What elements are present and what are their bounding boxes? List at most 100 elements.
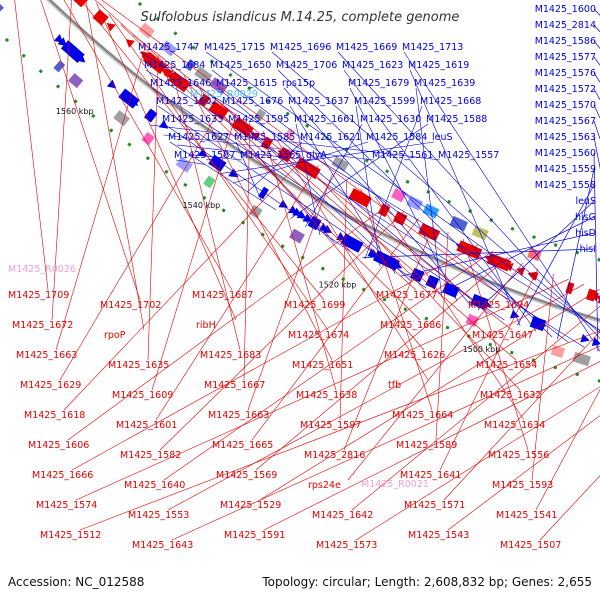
gene-label: M1425_1633 — [162, 114, 223, 125]
leader-line — [263, 131, 337, 391]
forward-arrow — [53, 34, 64, 44]
leader-line — [14, 0, 49, 291]
rna-label-reverse-2: M1425_R0021 — [361, 479, 429, 490]
gene-label: M1425_1654 — [476, 360, 537, 371]
gene-label: M1425_1559 — [535, 164, 596, 175]
gene-label: M1425_1646 — [150, 78, 211, 89]
forward-arrow — [197, 148, 208, 157]
leader-line — [147, 55, 159, 361]
reverse-gene — [73, 0, 88, 8]
leader-line — [145, 69, 585, 348]
leader-line — [59, 103, 224, 381]
forward-arrow — [536, 319, 547, 329]
leader-line — [80, 0, 325, 301]
gene-label: M1425_1541 — [496, 510, 557, 521]
gene-label: M1425_1715 — [204, 42, 265, 53]
gene-label: M1425_1672 — [12, 320, 73, 331]
leader-line — [355, 105, 381, 267]
accession-label: Accession: NC_012588 — [8, 575, 144, 589]
leader-line — [167, 284, 585, 511]
reverse-arrow — [484, 255, 494, 264]
leader-line — [462, 238, 529, 451]
leader-line — [94, 0, 417, 291]
forward-arrow — [302, 213, 313, 222]
leader-line — [443, 331, 600, 501]
cog-reverse-block — [254, 108, 267, 122]
gene-label: M1425_1679 — [348, 78, 409, 89]
summary-label: Topology: circular; Length: 2,608,832 bp… — [261, 575, 592, 589]
gene-label: M1425_1683 — [200, 350, 261, 361]
leader-line — [40, 0, 141, 301]
leader-line — [255, 256, 508, 471]
gene-label: M1425_2816 — [304, 450, 365, 461]
leader-line — [177, 144, 309, 161]
gene-label: M1425_1643 — [132, 540, 193, 551]
leader-line — [283, 87, 474, 308]
forward-arrow — [278, 199, 288, 208]
leader-line — [364, 105, 423, 260]
leader-line — [183, 75, 333, 361]
leader-line — [374, 196, 525, 421]
leader-line — [438, 216, 595, 294]
gene-label: M1425_1571 — [404, 500, 465, 511]
gene-label: M1425_1619 — [408, 60, 469, 71]
forward-gene — [258, 186, 269, 200]
leader-line — [63, 0, 233, 291]
leader-line — [243, 122, 251, 381]
gene-label: rps24e — [308, 480, 341, 491]
gene-label: M1425_1650 — [210, 60, 271, 71]
gene-label: M1425_1599 — [354, 96, 415, 107]
gene-label: M1425_1574 — [36, 500, 97, 511]
gene-label: hisI — [580, 244, 596, 255]
gene-label: M1425_1641 — [400, 470, 461, 481]
leader-line — [290, 123, 429, 219]
leader-line — [67, 203, 390, 441]
cog-forward-block — [141, 131, 155, 146]
gene-label: M1425_1597 — [300, 420, 361, 431]
leader-line — [211, 69, 569, 343]
gene-label: M1425_1591 — [224, 530, 285, 541]
leader-line — [139, 51, 600, 331]
gene-label: M1425_1642 — [312, 510, 373, 521]
tick-label: 1520 kbp — [319, 281, 357, 290]
tick-label: 1540 kbp — [183, 201, 221, 210]
rna-label-forward: M1425_R0029 — [190, 89, 258, 100]
gene-label: M1425_1606 — [28, 440, 89, 451]
gene-label: M1425_1651 — [292, 360, 353, 371]
gene-label: M1425_1663 — [16, 350, 77, 361]
leader-line — [159, 211, 405, 451]
leader-line — [403, 51, 600, 352]
gene-label: M1425_1618 — [24, 410, 85, 421]
gene-label: M1425_1702 — [100, 300, 161, 311]
reverse-gene — [260, 136, 274, 150]
gene-labels: M1425_1600 M1425_2814 M1425_1586 M1425_1577… — [8, 4, 596, 551]
leader-line — [477, 200, 595, 311]
gene-label: M1425_1709 — [8, 290, 69, 301]
gene-label: M1425_1543 — [408, 530, 469, 541]
tick-label: 1500 kbp — [463, 345, 501, 354]
gene-label: M1425_1627 — [168, 132, 229, 143]
leader-line — [169, 141, 277, 211]
reverse-gene — [418, 223, 441, 242]
rna-label-reverse: M1425_R0026 — [8, 264, 76, 275]
cog-forward-block — [0, 3, 4, 12]
gene-label: M1425_1637 — [288, 96, 349, 107]
gene-label: M1425_1512 — [40, 530, 101, 541]
leader-line — [593, 40, 600, 49]
leader-line — [55, 45, 146, 351]
backbone-highlight — [46, 0, 600, 323]
gene-label: M1425_1706 — [276, 60, 337, 71]
leader-line — [593, 152, 599, 352]
gene-label: M1425_2814 — [535, 20, 596, 31]
leader-line — [247, 173, 333, 411]
cog-forward-block — [113, 110, 130, 127]
cog-forward-block — [203, 175, 216, 189]
gene-label: ribH — [196, 320, 216, 331]
leader-line — [85, 0, 145, 331]
cog-reverse-block — [138, 22, 155, 39]
gene-label: M1425_1557 — [438, 150, 499, 161]
leader-line — [79, 330, 600, 531]
gene-label: M1425_1674 — [288, 330, 349, 341]
reverse-arrow — [500, 261, 510, 270]
forward-arrow — [369, 249, 379, 258]
